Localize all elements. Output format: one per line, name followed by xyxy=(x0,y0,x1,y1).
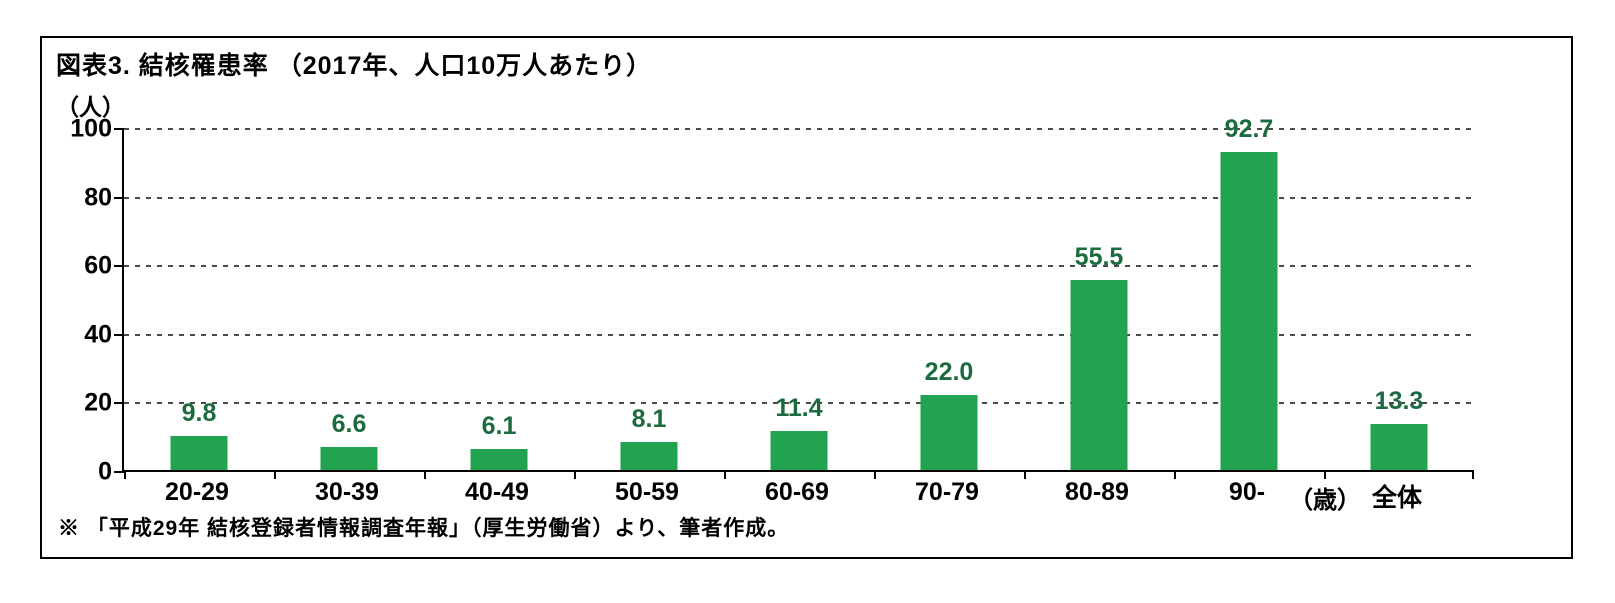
bar xyxy=(1370,424,1428,470)
bar-value-label: 8.1 xyxy=(631,405,667,434)
y-tick-mark xyxy=(114,333,124,336)
bar-slot: 92.7 xyxy=(1174,115,1324,470)
y-tick-mark xyxy=(114,128,124,130)
y-tick-mark xyxy=(114,196,124,199)
bar-value-label: 6.1 xyxy=(481,412,517,441)
x-tick-mark xyxy=(874,470,876,479)
bar xyxy=(470,449,528,470)
x-axis-label: 90- xyxy=(1228,478,1266,506)
x-tick-mark xyxy=(574,470,576,479)
bar-value-label: 92.7 xyxy=(1224,115,1274,144)
bar-value-label: 13.3 xyxy=(1374,387,1424,416)
y-tick-mark xyxy=(114,265,124,268)
gridline xyxy=(124,402,1472,405)
bar-slot: 9.8 xyxy=(124,129,274,470)
bar xyxy=(770,430,828,470)
x-tick-mark xyxy=(1324,470,1326,479)
footnote: ※ 「平成29年 結核登録者情報調査年報」（厚生労働省）より、筆者作成。 xyxy=(58,517,790,540)
bar-value-label: 11.4 xyxy=(775,393,823,422)
bar-slot: 55.5 xyxy=(1024,129,1174,470)
bar xyxy=(1070,279,1128,470)
x-axis-label: 30-39 xyxy=(315,478,379,506)
x-axis-label: 40-49 xyxy=(465,478,529,506)
bar-value-label: 55.5 xyxy=(1074,242,1124,271)
x-tick-mark xyxy=(1174,470,1176,479)
x-axis-label: 60-69 xyxy=(765,478,829,506)
bar-value-label: 22.0 xyxy=(924,357,974,386)
bar-slot: 6.1 xyxy=(424,129,574,470)
gridline xyxy=(124,196,1472,199)
bar xyxy=(320,447,378,470)
x-axis-label: 全体 xyxy=(1371,484,1422,512)
bar-value-label: 6.6 xyxy=(331,410,367,439)
x-axis-label: 20-29 xyxy=(165,478,229,506)
x-tick-mark xyxy=(724,470,726,479)
x-tick-mark xyxy=(1024,470,1026,479)
bar xyxy=(1220,152,1278,470)
chart-frame: 図表3. 結核罹患率 （2017年、人口10万人あたり） （人） 0 20 40 60… xyxy=(40,36,1573,559)
x-tick-mark xyxy=(424,470,426,479)
y-tick-mark xyxy=(114,402,124,405)
bar-value-label: 9.8 xyxy=(181,399,217,428)
bar-slot: 13.3 xyxy=(1324,129,1474,470)
x-axis: 20-29 30-39 40-49 50-59 60-69 70-79 80-89 90- 全体… xyxy=(122,478,1472,514)
x-axis-unit-label: （歳） xyxy=(1289,487,1361,514)
y-tick-label: 40 xyxy=(84,320,112,349)
gridline xyxy=(124,128,1472,130)
bar xyxy=(920,394,978,470)
x-tick-mark xyxy=(274,470,276,479)
y-axis-unit-label: （人） xyxy=(56,94,125,120)
x-tick-mark xyxy=(124,470,126,479)
y-tick-mark xyxy=(114,471,124,473)
gridline xyxy=(124,265,1472,268)
y-tick-label: 20 xyxy=(84,388,112,417)
y-tick-label: 100 xyxy=(70,114,112,143)
chart-title: 図表3. 結核罹患率 （2017年、人口10万人あたり） xyxy=(56,52,653,80)
x-axis-label: 70-79 xyxy=(915,478,979,506)
x-axis-label: 50-59 xyxy=(615,478,679,506)
bar xyxy=(170,436,228,470)
y-axis: 0 20 40 60 80 100 xyxy=(42,115,112,486)
gridline xyxy=(124,333,1472,336)
x-tick-mark xyxy=(1472,470,1474,479)
x-axis-label: 80-89 xyxy=(1065,478,1129,506)
plot-area: 9.8 6.6 6.1 8.1 11.4 22.0 55.5 92.7 13.3 xyxy=(114,115,1474,479)
y-tick-label: 80 xyxy=(84,183,112,212)
y-tick-label: 60 xyxy=(84,251,112,280)
bar-slot: 11.4 xyxy=(724,129,874,470)
bar-slot: 6.6 xyxy=(274,129,424,470)
y-tick-label: 0 xyxy=(98,457,112,486)
bar-slot: 22.0 xyxy=(874,129,1024,470)
bar-slot: 8.1 xyxy=(574,129,724,470)
bar xyxy=(620,442,678,470)
